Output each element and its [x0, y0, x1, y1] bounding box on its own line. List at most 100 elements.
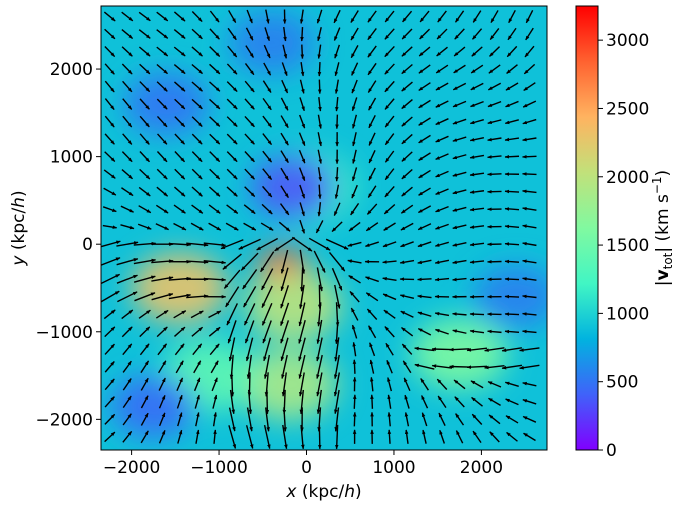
- quiver-arrow-457: [227, 320, 237, 344]
- quiver-arrow-486: [298, 337, 306, 362]
- quiver-arrow-444: [434, 311, 450, 317]
- quiver-arrow-321: [469, 225, 485, 229]
- quiver-arrow-209: [262, 150, 273, 163]
- quiver-arrow-339: [347, 241, 362, 247]
- quiver-arrow-80: [191, 63, 203, 75]
- quiver-arrow-89: [351, 62, 359, 76]
- quiver-arrow-528: [158, 377, 166, 391]
- quiver-arrow-118: [418, 82, 431, 92]
- quiver-arrow-30: [191, 28, 203, 40]
- quiver-arrow-308: [243, 222, 257, 231]
- quiver-arrow-488: [334, 337, 340, 362]
- quiver-arrow-5: [191, 11, 203, 22]
- quiver-arrow-179: [174, 133, 186, 145]
- quiver-arrow-436: [298, 302, 306, 327]
- quiver-arrow-74: [524, 45, 535, 58]
- quiver-arrow-384: [261, 268, 274, 291]
- quiver-arrow-138: [335, 97, 339, 112]
- quiver-arrow-71: [471, 46, 483, 57]
- quiver-arrow-550: [104, 396, 115, 408]
- quiver-arrow-521: [466, 365, 488, 369]
- quiver-arrow-532: [230, 372, 235, 397]
- quiver-arrow-73: [506, 45, 518, 58]
- quiver-arrow-293: [418, 205, 432, 214]
- quiver-arrow-180: [191, 133, 203, 145]
- quiver-arrow-150: [104, 115, 115, 128]
- quiver-arrow-225: [103, 169, 116, 179]
- quiver-arrow-307: [225, 222, 239, 231]
- quiver-arrow-387: [316, 267, 323, 292]
- quiver-arrow-178: [157, 133, 168, 145]
- quiver-arrow-103: [156, 81, 168, 92]
- quiver-arrow-462: [316, 319, 323, 345]
- quiver-arrow-231: [209, 168, 221, 180]
- quiver-arrow-126: [122, 98, 133, 110]
- quiver-arrow-481: [209, 343, 220, 356]
- quiver-arrow-228: [156, 168, 168, 180]
- quiver-arrow-435: [280, 302, 290, 327]
- quiver-arrow-106: [209, 81, 221, 92]
- colorbar-tick-label: 3000: [606, 31, 649, 51]
- quiver-arrow-114: [351, 79, 358, 94]
- quiver-arrow-18: [419, 10, 430, 23]
- quiver-arrow-51: [121, 46, 133, 57]
- quiver-arrow-78: [156, 63, 168, 75]
- quiver-arrow-330: [186, 242, 209, 247]
- quiver-arrow-280: [191, 204, 204, 214]
- quiver-arrow-326: [116, 241, 139, 247]
- quiver-arrow-155: [191, 116, 203, 127]
- quiver-arrow-72: [489, 46, 501, 57]
- quiver-arrow-200: [104, 151, 116, 162]
- quiver-arrow-251: [121, 187, 134, 197]
- quiver-arrow-312: [315, 220, 324, 234]
- quiver-arrow-299: [522, 206, 537, 211]
- quiver-arrow-376: [116, 274, 138, 284]
- quiver-arrow-624: [523, 432, 536, 442]
- quiver-arrow-198: [504, 137, 520, 142]
- quiver-arrow-156: [209, 116, 221, 127]
- quiver-arrow-495: [449, 347, 470, 352]
- quiver-arrow-381: [203, 277, 227, 282]
- quiver-arrow-453: [156, 326, 168, 338]
- quiver-arrow-418: [417, 294, 432, 299]
- quiver-arrow-269: [435, 188, 449, 195]
- quiver-arrow-370: [452, 259, 467, 264]
- quiver-arrow-506: [210, 360, 219, 374]
- quiver-arrow-161: [298, 114, 306, 129]
- quiver-arrow-227: [139, 168, 151, 180]
- quiver-arrow-196: [469, 136, 485, 142]
- quiver-arrow-356: [203, 259, 227, 265]
- y-axis-label: y (kpc/h): [9, 190, 29, 266]
- x-tick-label: 1000: [372, 458, 415, 478]
- quiver-arrow-541: [387, 377, 393, 392]
- quiver-arrow-489: [352, 341, 357, 357]
- quiver-arrow-300: [102, 224, 118, 229]
- quiver-arrow-530: [193, 377, 201, 392]
- quiver-arrow-577: [140, 412, 149, 426]
- quiver-arrow-23: [508, 9, 516, 24]
- quiver-arrow-562: [316, 389, 323, 415]
- quiver-arrow-153: [156, 115, 168, 128]
- quiver-arrow-59: [263, 44, 271, 59]
- quiver-arrow-287: [317, 202, 322, 217]
- quiver-arrow-537: [316, 372, 323, 397]
- quiver-arrow-595: [455, 413, 465, 426]
- quiver-arrow-546: [470, 380, 484, 389]
- quiver-arrow-409: [261, 285, 273, 309]
- quiver-arrow-430: [190, 310, 204, 319]
- quiver-arrow-594: [438, 412, 446, 426]
- quiver-arrow-605: [195, 429, 200, 444]
- quiver-arrow-391: [382, 277, 397, 281]
- quiver-arrow-452: [139, 326, 151, 338]
- quiver-arrow-498: [501, 347, 523, 352]
- quiver-arrow-107: [226, 81, 238, 93]
- quiver-arrow-259: [262, 185, 273, 198]
- colorbar-tick-label: 2500: [606, 99, 649, 119]
- quiver-arrow-516: [386, 359, 393, 374]
- quiver-arrow-348: [504, 242, 520, 246]
- quiver-arrow-468: [417, 327, 432, 336]
- quiver-arrow-123: [505, 82, 519, 91]
- quiver-arrow-459: [262, 320, 272, 344]
- quiver-arrow-502: [140, 360, 150, 374]
- quiver-arrow-136: [299, 97, 305, 112]
